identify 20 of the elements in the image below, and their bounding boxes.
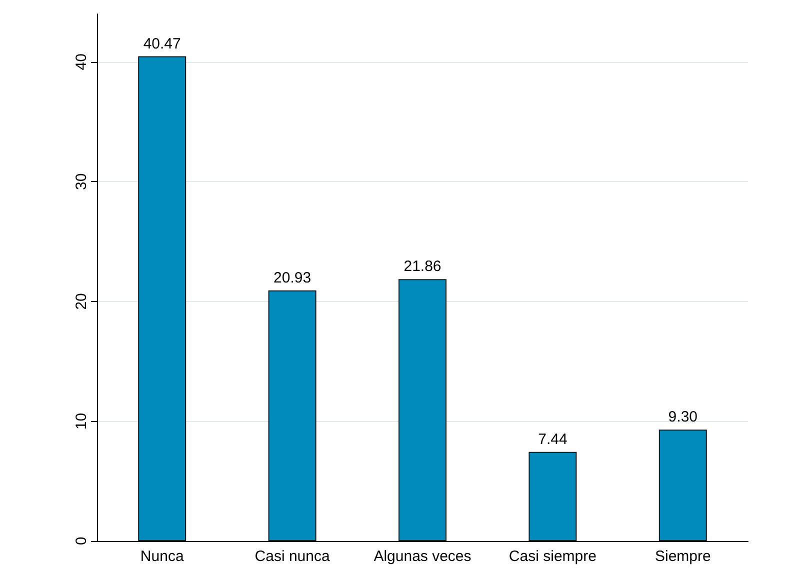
y-tick-label: 10 <box>73 412 90 430</box>
data-label: 20.93 <box>274 269 312 286</box>
y-tick-label: 40 <box>73 54 90 70</box>
x-tick-label: Algunas veces <box>374 548 472 565</box>
x-tick-label: Nunca <box>140 548 184 565</box>
bar <box>268 290 316 541</box>
bar <box>138 56 186 541</box>
data-label: 9.30 <box>668 408 698 426</box>
data-label: 7.44 <box>538 430 568 448</box>
bar <box>398 279 446 541</box>
x-tick-label: Casi siempre <box>508 548 596 565</box>
x-tick-label: Siempre <box>654 548 711 565</box>
y-tick-label: 20 <box>73 293 90 310</box>
y-tick-label: 0 <box>73 536 90 546</box>
bar <box>658 430 707 541</box>
x-tick-label: Casi nunca <box>254 548 330 565</box>
data-label: 40.47 <box>143 35 181 52</box>
data-label: 21.86 <box>404 258 442 276</box>
y-tick-label: 30 <box>73 173 90 190</box>
bar <box>528 452 577 541</box>
